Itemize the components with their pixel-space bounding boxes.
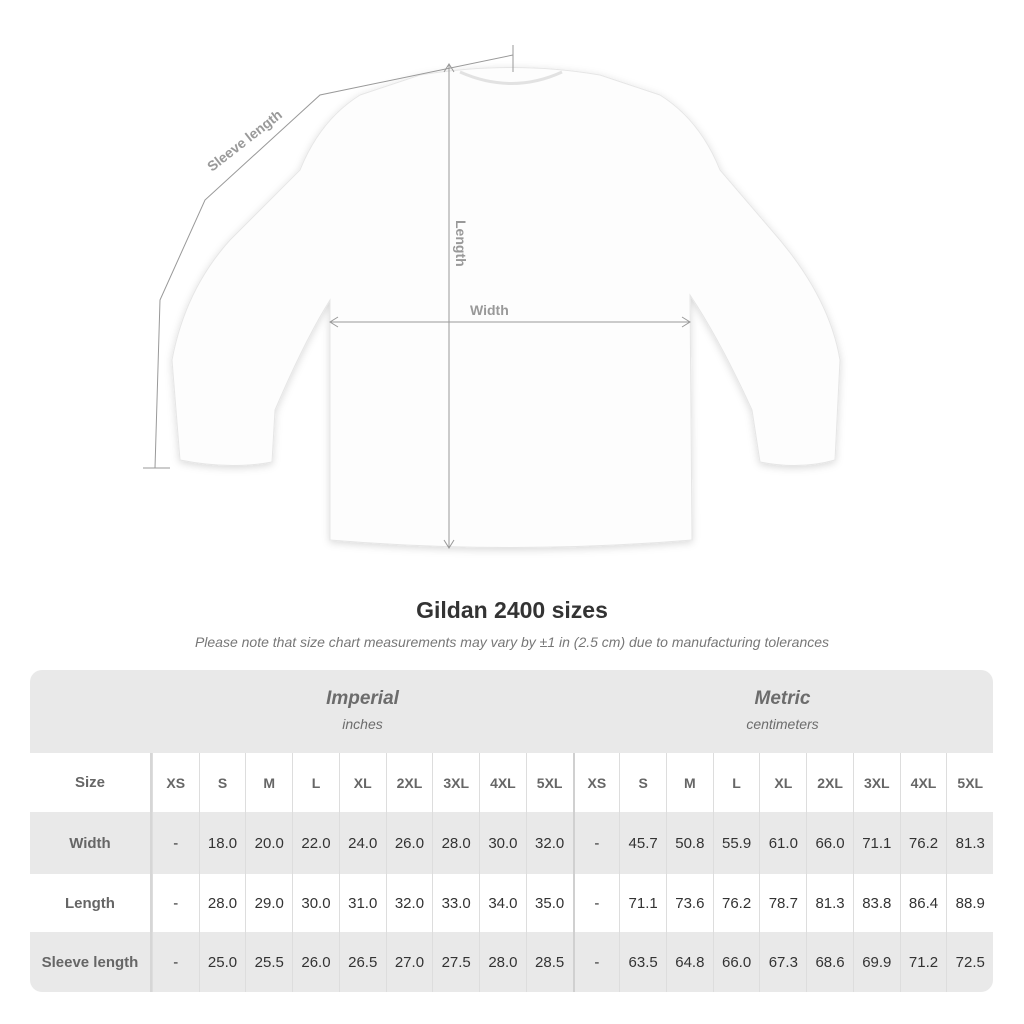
size-header-row: Size XS S M L XL 2XL 3XL 4XL 5XL XS S M L XL 2XL 3XL 4XL 5… <box>30 753 993 812</box>
imperial-cell: 33.0 <box>432 874 479 932</box>
metric-cell: 45.7 <box>619 812 666 874</box>
imperial-cell: 28.0 <box>479 932 526 992</box>
sleeve-length-line <box>154 54 514 469</box>
metric-unit: centimeters <box>746 716 819 732</box>
shirt-shape <box>171 67 841 548</box>
metric-cell: 81.3 <box>806 874 853 932</box>
size-header-cell: XS <box>151 753 199 812</box>
row-label: Sleeve length <box>30 932 152 992</box>
size-table: Imperial inches Metric centimeters Size X… <box>30 670 993 992</box>
metric-cell: 66.0 <box>806 812 853 874</box>
imperial-cell: 28.0 <box>432 812 479 874</box>
metric-cell: 71.2 <box>899 932 947 992</box>
table-header: Imperial inches Metric centimeters <box>30 670 993 753</box>
imperial-cell: 30.0 <box>292 874 339 932</box>
imperial-cell: 34.0 <box>479 874 526 932</box>
imperial-cell: 29.0 <box>245 874 292 932</box>
imperial-cell: - <box>151 812 199 874</box>
size-header-cell: 2XL <box>385 753 433 812</box>
imperial-cell: 20.0 <box>245 812 292 874</box>
imperial-group: Imperial inches <box>152 688 573 732</box>
metric-cell: - <box>572 932 620 992</box>
tolerance-note: Please note that size chart measurements… <box>194 634 830 650</box>
metric-cell: 63.5 <box>619 932 666 992</box>
imperial-cell: 27.0 <box>385 932 433 992</box>
imperial-title: Imperial <box>326 688 399 709</box>
size-header-cell: M <box>245 753 292 812</box>
imperial-cell: 18.0 <box>198 812 246 874</box>
size-header-cell: L <box>292 753 339 812</box>
size-header-cell: S <box>198 753 246 812</box>
metric-cell: 83.8 <box>852 874 900 932</box>
size-header-cell: 3XL <box>852 753 900 812</box>
metric-cell: 78.7 <box>759 874 806 932</box>
imperial-cell: - <box>151 932 199 992</box>
imperial-unit: inches <box>342 716 383 732</box>
metric-cell: 69.9 <box>852 932 900 992</box>
row-label: Size <box>30 753 152 812</box>
row-label: Width <box>30 812 152 874</box>
size-header-cell: 3XL <box>432 753 479 812</box>
metric-group: Metric centimeters <box>572 688 993 732</box>
width-label: Width <box>470 302 509 318</box>
metric-cell: 73.6 <box>665 874 713 932</box>
metric-cell: 67.3 <box>759 932 806 992</box>
size-header-cell: S <box>619 753 666 812</box>
metric-title: Metric <box>754 688 811 709</box>
metric-cell: 76.2 <box>712 874 760 932</box>
metric-cell: 86.4 <box>899 874 947 932</box>
size-header-cell: 5XL <box>525 753 573 812</box>
size-header-cell: 5XL <box>946 753 993 812</box>
imperial-cell: 24.0 <box>338 812 386 874</box>
size-header-cell: M <box>665 753 713 812</box>
metric-cell: 81.3 <box>946 812 993 874</box>
row-label: Length <box>30 874 152 932</box>
width-line <box>329 316 691 328</box>
metric-cell: 68.6 <box>806 932 853 992</box>
size-header-cell: 4XL <box>899 753 947 812</box>
metric-cell: 55.9 <box>712 812 760 874</box>
length-label: Length <box>453 220 469 267</box>
imperial-cell: 31.0 <box>338 874 386 932</box>
table-row: Width -18.0 20.0 22.0 24.0 26.0 28.0 30.0 32.0-4… <box>30 812 993 874</box>
metric-cell: 64.8 <box>665 932 713 992</box>
metric-cell: 71.1 <box>852 812 900 874</box>
page-title: Gildan 2400 sizes <box>416 597 608 623</box>
imperial-cell: 32.0 <box>385 874 433 932</box>
size-header-cell: 2XL <box>806 753 853 812</box>
imperial-cell: 25.5 <box>245 932 292 992</box>
metric-cell: 76.2 <box>899 812 947 874</box>
size-header-cell: L <box>712 753 760 812</box>
metric-cell: 61.0 <box>759 812 806 874</box>
metric-cell: - <box>572 874 620 932</box>
size-header-cell: XL <box>759 753 806 812</box>
metric-cell: 71.1 <box>619 874 666 932</box>
imperial-cell: 28.0 <box>198 874 246 932</box>
metric-cell: 72.5 <box>946 932 993 992</box>
metric-cell: 66.0 <box>712 932 760 992</box>
size-header-cell: XL <box>338 753 386 812</box>
imperial-cell: - <box>151 874 199 932</box>
metric-cell: - <box>572 812 620 874</box>
imperial-cell: 22.0 <box>292 812 339 874</box>
metric-cell: 88.9 <box>946 874 993 932</box>
shirt-diagram: Sleeve length Length Width <box>143 45 841 549</box>
size-header-cell: 4XL <box>479 753 526 812</box>
imperial-cell: 26.0 <box>292 932 339 992</box>
imperial-cell: 27.5 <box>432 932 479 992</box>
imperial-cell: 28.5 <box>525 932 573 992</box>
imperial-cell: 25.0 <box>198 932 246 992</box>
imperial-cell: 30.0 <box>479 812 526 874</box>
table-row: Sleeve length -25.0 25.5 26.0 26.5 27.0 27.5 28… <box>30 932 993 992</box>
metric-cell: 50.8 <box>665 812 713 874</box>
imperial-cell: 35.0 <box>525 874 573 932</box>
length-line <box>443 63 455 549</box>
imperial-cell: 32.0 <box>525 812 573 874</box>
imperial-cell: 26.5 <box>338 932 386 992</box>
imperial-cell: 26.0 <box>385 812 433 874</box>
table-row: Length -28.0 29.0 30.0 31.0 32.0 33.0 34.0 35.0-… <box>30 874 993 932</box>
size-header-cell: XS <box>572 753 620 812</box>
